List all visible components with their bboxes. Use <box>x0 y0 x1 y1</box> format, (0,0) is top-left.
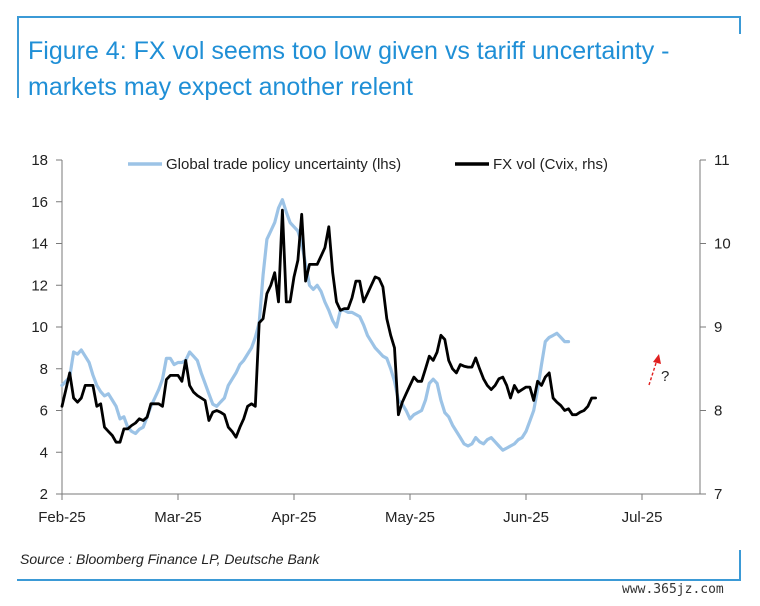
x-tick-label: Apr-25 <box>271 509 316 526</box>
y-right-tick-label: 9 <box>714 319 722 336</box>
frame-right-bottom-border <box>739 550 741 581</box>
frame-top-border <box>17 16 741 18</box>
annotation-arrow-line <box>648 359 658 386</box>
chart-series-layer <box>60 198 597 452</box>
series-line-trade-policy-uncertainty <box>60 198 571 452</box>
x-tick-label: Jul-25 <box>622 509 663 526</box>
y-left-tick-label: 18 <box>31 152 48 169</box>
y-right-tick-label: 10 <box>714 236 731 253</box>
y-left-tick-label: 2 <box>40 486 48 503</box>
y-left-tick-label: 8 <box>40 361 48 378</box>
chart-annotation: ? <box>648 354 669 386</box>
y-left-tick-label: 10 <box>31 319 48 336</box>
y-right-tick-label: 8 <box>714 403 722 420</box>
x-tick-label: Mar-25 <box>154 509 202 526</box>
y-left-tick-label: 12 <box>31 277 48 294</box>
x-tick-label: May-25 <box>385 509 435 526</box>
frame-left-border <box>17 16 19 98</box>
y-left-tick-label: 6 <box>40 403 48 420</box>
y-right-tick-label: 11 <box>714 152 730 169</box>
source-note: Source : Bloomberg Finance LP, Deutsche … <box>20 551 320 567</box>
chart-axes: 18 16 14 12 10 8 6 4 2 11 10 9 8 7 Feb-25 Mar-25 Apr-25 M… <box>31 152 730 526</box>
x-tick-label: Jun-25 <box>503 509 549 526</box>
chart-title: Figure 4: FX vol seems too low given vs … <box>28 37 670 101</box>
annotation-question-mark: ? <box>661 368 669 385</box>
watermark: www.365jz.com <box>622 582 724 597</box>
annotation-arrow-head <box>653 354 661 364</box>
legend-item-trade-policy-label: Global trade policy uncertainty (lhs) <box>166 156 401 173</box>
y-left-tick-label: 4 <box>40 444 48 461</box>
y-left-tick-label: 14 <box>31 236 48 253</box>
legend-item-fx-vol-label: FX vol (Cvix, rhs) <box>493 156 608 173</box>
frame-right-border <box>739 16 741 34</box>
y-right-tick-label: 7 <box>714 486 722 503</box>
frame-bottom-border <box>17 579 741 581</box>
x-tick-label: Feb-25 <box>38 509 86 526</box>
y-left-tick-label: 16 <box>31 194 48 211</box>
chart-legend: Global trade policy uncertainty (lhs) FX … <box>128 156 608 173</box>
series-line-fx-vol <box>60 208 597 444</box>
